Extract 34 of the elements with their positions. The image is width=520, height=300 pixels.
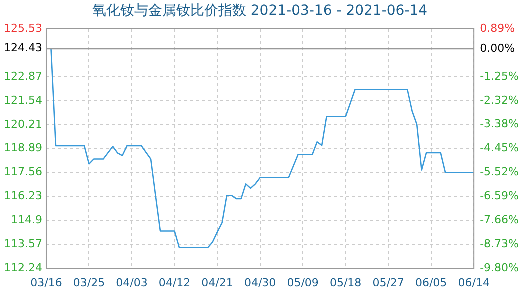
x-tick-label: 06/14 [458, 276, 490, 290]
x-tick-label: 03/25 [73, 276, 106, 290]
y2-tick-label: -3.38% [480, 118, 520, 131]
y2-tick-label: -2.32% [480, 94, 520, 107]
x-tick-label: 04/12 [158, 276, 191, 290]
x-tick-label: 05/18 [330, 276, 362, 290]
y-tick-label: 116.23 [4, 190, 42, 203]
y-tick-label: 117.56 [4, 166, 42, 179]
y2-tick-label: -7.66% [480, 214, 520, 227]
y-tick-label: 121.54 [4, 94, 42, 107]
x-tick-label: 04/21 [202, 276, 234, 290]
y2-tick-label: -8.73% [480, 238, 520, 251]
y-tick-label: 114.9 [10, 214, 42, 227]
y-tick-label: 120.21 [4, 118, 42, 131]
x-tick-label: 03/16 [30, 276, 62, 290]
x-tick-label: 05/27 [372, 276, 404, 290]
y2-tick-label: -4.45% [480, 142, 520, 155]
x-tick-label: 05/09 [287, 276, 319, 290]
y2-tick-label: -6.59% [480, 190, 520, 203]
y-tick-label: 122.87 [4, 70, 42, 83]
y-tick-label: 118.89 [4, 142, 42, 155]
y2-tick-label: -5.52% [480, 166, 520, 179]
x-tick-label: 04/30 [244, 276, 276, 290]
y-tick-label: 112.24 [4, 262, 42, 275]
x-tick-label: 04/03 [116, 276, 148, 290]
y2-tick-label: 0.89% [480, 22, 516, 35]
y2-tick-label: -9.80% [480, 262, 520, 275]
y-tick-label: 125.53 [4, 22, 42, 35]
y-tick-label: 113.57 [4, 238, 42, 251]
y2-tick-label: 0.00% [480, 42, 516, 55]
x-tick-label: 06/05 [415, 276, 448, 290]
y-tick-label: 124.43 [4, 42, 42, 55]
y2-tick-label: -1.25% [480, 70, 520, 83]
chart-title: 氧化钕与金属钕比价指数 2021-03-16 - 2021-06-14 [91, 2, 429, 20]
